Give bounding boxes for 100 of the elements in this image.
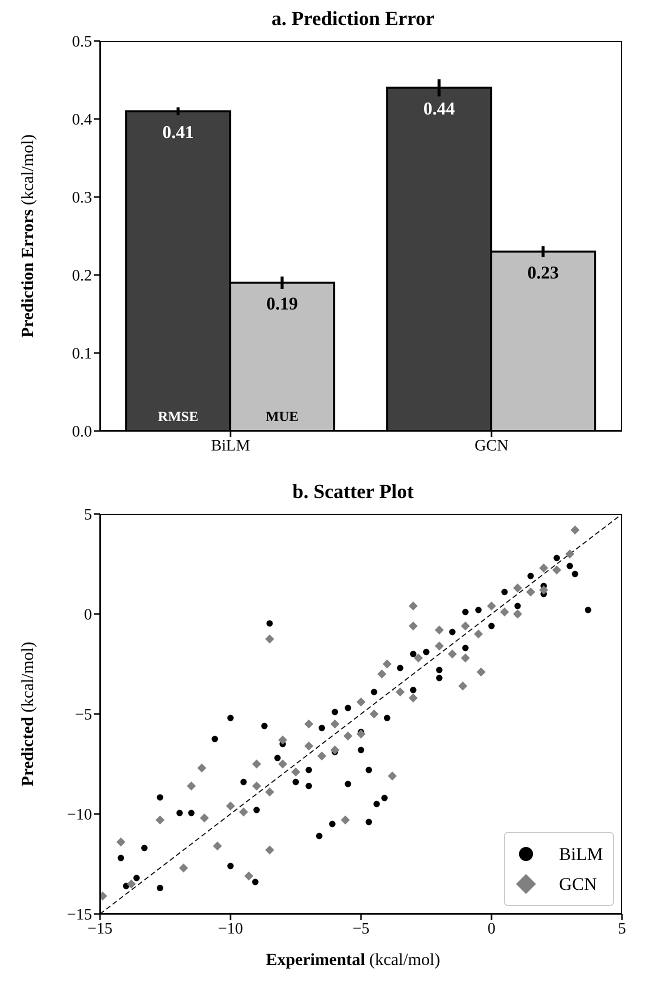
- point: [265, 634, 274, 644]
- point: [118, 854, 124, 862]
- point: [539, 564, 548, 572]
- point: [436, 666, 442, 674]
- point: [186, 782, 196, 790]
- data-label: 0.41: [162, 122, 194, 142]
- point: [434, 642, 444, 650]
- point: [423, 648, 430, 656]
- point: [240, 778, 247, 786]
- point: [366, 766, 372, 774]
- point: [388, 772, 397, 780]
- point: [475, 606, 482, 614]
- point: [366, 818, 372, 826]
- point: [274, 754, 281, 762]
- y-tick-label: 5: [84, 506, 92, 524]
- point: [565, 550, 574, 558]
- y-tick-label: 0.3: [72, 190, 92, 207]
- point: [460, 622, 470, 630]
- point: [384, 714, 390, 722]
- point: [156, 794, 164, 801]
- point: [370, 688, 378, 696]
- point: [278, 760, 288, 768]
- data-label: 0.19: [266, 294, 298, 314]
- y-axis-title: Prediction Errors (kcal/mol): [18, 134, 37, 338]
- point: [278, 736, 288, 744]
- point: [572, 570, 578, 578]
- point: [584, 606, 592, 614]
- point: [449, 628, 456, 636]
- point: [340, 816, 350, 824]
- point: [434, 626, 444, 634]
- point: [141, 844, 148, 852]
- chart-title: a. Prediction Error: [270, 8, 436, 31]
- x-tick-label: 5: [618, 920, 626, 938]
- point: [265, 788, 274, 796]
- point: [252, 760, 262, 768]
- point: [212, 842, 222, 850]
- point: [462, 644, 469, 652]
- point: [244, 872, 254, 880]
- point: [408, 694, 418, 702]
- point: [226, 802, 235, 810]
- point: [487, 602, 496, 610]
- point: [460, 654, 470, 662]
- point: [253, 806, 260, 814]
- point: [554, 554, 560, 562]
- x-tick-label: −5: [352, 920, 370, 938]
- point: [265, 846, 274, 854]
- point: [500, 608, 510, 616]
- point: [436, 674, 442, 682]
- point: [306, 766, 312, 774]
- point: [501, 588, 508, 596]
- y-tick-label: 0.2: [72, 268, 92, 285]
- point: [197, 764, 206, 772]
- point: [527, 572, 534, 580]
- point: [566, 562, 573, 570]
- point: [344, 780, 352, 788]
- point: [476, 668, 486, 676]
- point: [408, 602, 418, 610]
- point: [344, 704, 352, 712]
- point: [227, 862, 234, 870]
- point: [330, 746, 340, 754]
- y-tick-label: −5: [74, 706, 92, 724]
- y-tick-label: 0.5: [72, 34, 92, 51]
- point: [381, 794, 388, 802]
- x-axis-title: Experimental (kcal/mol): [266, 950, 440, 969]
- series-label: RMSE: [158, 410, 198, 425]
- point: [410, 686, 416, 694]
- point: [179, 864, 188, 872]
- point: [474, 630, 483, 638]
- point: [261, 722, 268, 730]
- point: [526, 588, 536, 596]
- point: [156, 884, 164, 892]
- point: [356, 730, 366, 738]
- point: [200, 814, 209, 822]
- legend-label: GCN: [558, 874, 597, 894]
- point: [304, 720, 314, 728]
- point: [552, 566, 562, 574]
- point: [318, 724, 326, 732]
- point: [239, 808, 248, 816]
- point: [488, 622, 495, 630]
- point: [188, 810, 195, 816]
- point: [356, 698, 366, 706]
- point: [116, 838, 126, 846]
- point: [330, 720, 340, 728]
- point: [252, 878, 258, 886]
- chart-title: b. Scatter Plot: [291, 481, 415, 504]
- y-tick-label: 0: [84, 606, 92, 624]
- point: [291, 768, 300, 776]
- point: [343, 732, 352, 740]
- point: [377, 670, 386, 678]
- point: [332, 708, 338, 716]
- point: [292, 778, 299, 786]
- y-tick-label: −10: [66, 806, 92, 824]
- point: [133, 874, 140, 882]
- point: [410, 650, 416, 658]
- point: [316, 832, 322, 840]
- y-axis-title: Predicted (kcal/mol): [18, 642, 37, 786]
- point: [414, 654, 423, 662]
- x-tick-label: −10: [218, 920, 244, 938]
- point: [227, 714, 234, 722]
- point: [382, 660, 392, 668]
